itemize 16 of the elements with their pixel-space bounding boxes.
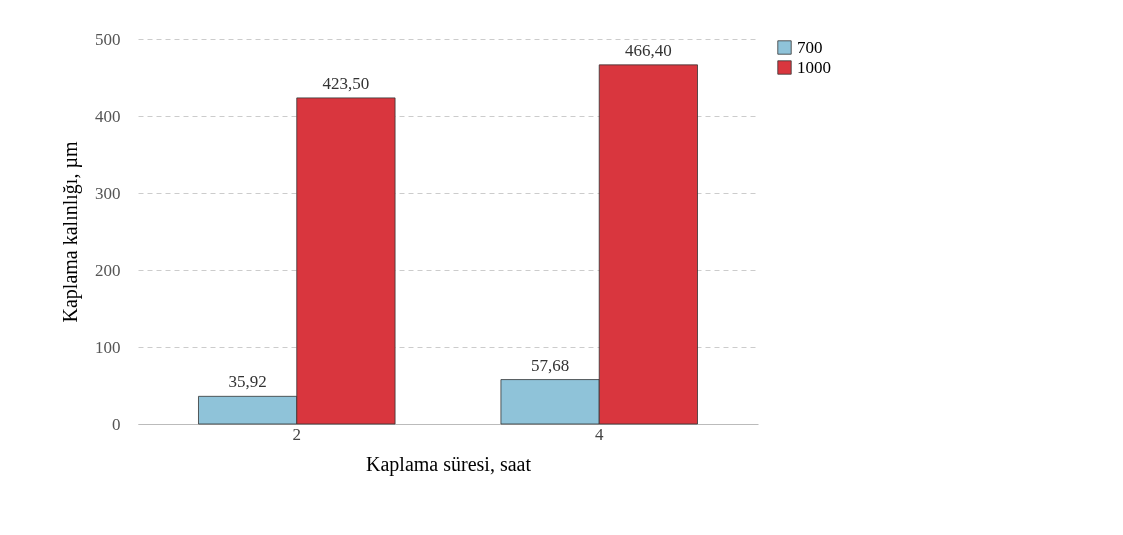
y-axis-title: Kaplama kalınlığı, µm (59, 141, 82, 323)
legend-label: 700 (797, 37, 823, 57)
data-label: 57,68 (530, 355, 570, 375)
data-label: 35,92 (228, 372, 267, 392)
x-axis-title: Kaplama süresi, saat (366, 452, 532, 476)
y-tick-label: 100 (95, 337, 121, 357)
data-label: 423,50 (322, 73, 370, 93)
legend-label: 1000 (797, 57, 831, 77)
data-label: 466,40 (624, 40, 672, 60)
x-tick-label: 2 (292, 424, 302, 444)
y-tick-label: 500 (95, 29, 121, 49)
y-tick-label: 200 (95, 260, 121, 280)
x-tick-label: 4 (594, 424, 604, 444)
y-tick-label: 300 (95, 183, 121, 203)
y-tick-label: 0 (112, 414, 121, 434)
y-tick-label: 400 (95, 106, 121, 126)
